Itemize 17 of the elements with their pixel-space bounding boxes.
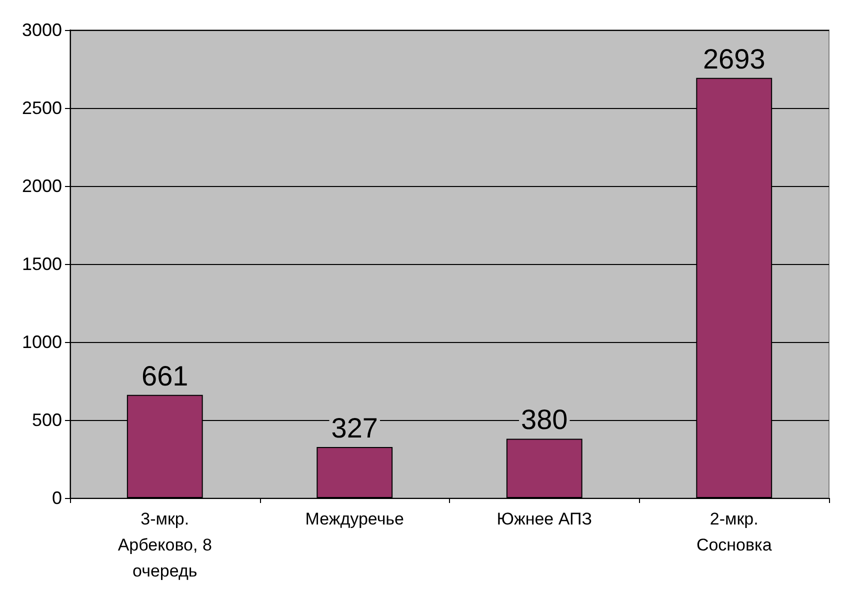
bar: [316, 446, 393, 498]
y-tick-label: 1000: [22, 332, 62, 352]
y-tick-label: 2500: [22, 98, 62, 118]
y-tick-label: 3000: [22, 20, 62, 40]
y-tick-label: 0: [52, 488, 62, 508]
data-label: 2693: [702, 43, 766, 74]
y-tick-label: 500: [32, 410, 62, 430]
x-tick-label: Междуречье: [305, 510, 404, 528]
bar: [506, 438, 582, 498]
x-tick-label: 3-мкр. Арбеково, 8 очередь: [118, 510, 212, 580]
data-label: 380: [521, 404, 568, 436]
y-tick-label: 1500: [22, 254, 62, 274]
data-label: 661: [142, 360, 188, 392]
x-tick-label: 2-мкр. Сосновка: [696, 510, 772, 554]
x-tick-label: Южнее АПЗ: [496, 510, 592, 528]
y-tick-label: 2000: [22, 176, 62, 196]
data-label: 327: [331, 412, 378, 444]
